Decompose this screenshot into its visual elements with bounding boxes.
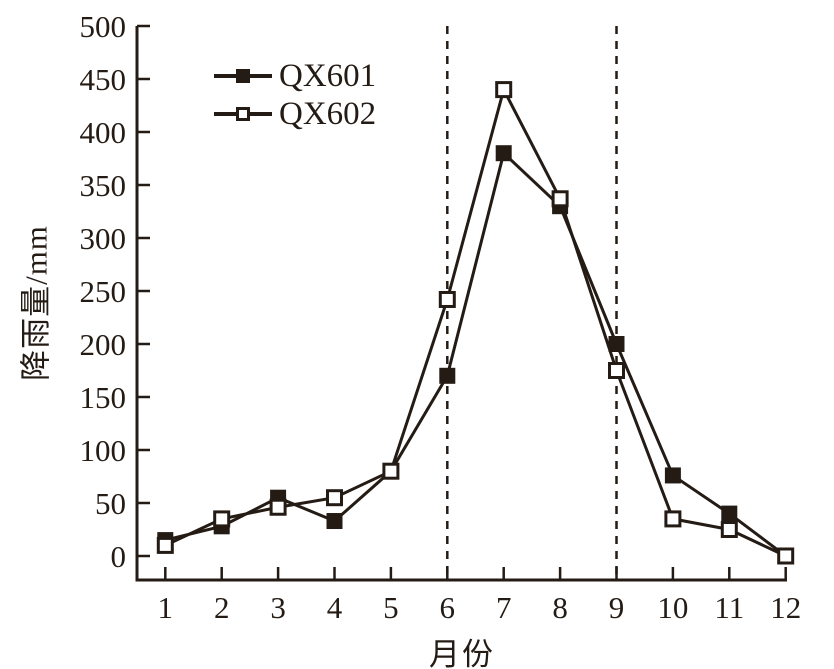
legend-item-qx602: QX602 [214,96,376,132]
open-square-data-point [438,290,456,308]
y-axis-ticks: 0 50 100 150 200 250 300 350 400 450 500 [80,9,150,574]
x-tick-label: 12 [770,590,801,625]
y-tick-label: 300 [80,221,127,256]
legend: QX601 QX602 [214,58,376,132]
x-tick-label: 8 [552,590,568,625]
series-line-qx601 [164,150,787,558]
open-square-data-point [777,547,795,565]
x-tick-label: 11 [714,590,744,625]
y-tick-label: 50 [95,486,126,521]
open-square-data-point [382,462,400,480]
open-square-data-point [608,362,625,379]
y-tick-label: 100 [80,433,127,468]
filled-square-data-point [495,145,512,162]
open-square-data-point [495,81,513,99]
x-tick-label: 1 [158,590,174,625]
y-tick-label: 200 [80,327,127,362]
filled-square-data-point [664,467,681,484]
open-square-marker-icon [236,107,250,121]
open-square-data-point [551,190,569,208]
x-tick-label: 3 [270,590,286,625]
open-square-data-point [664,510,682,528]
open-square-data-point [156,536,174,554]
y-axis-title: 降雨量/mm [18,225,54,381]
y-tick-label: 500 [80,9,127,44]
legend-line-sample [214,107,272,121]
open-square-data-point [269,498,287,516]
x-axis-ticks: 1 2 3 4 5 6 7 8 9 10 11 12 [158,567,801,625]
y-tick-label: 0 [111,539,127,574]
legend-item-qx601: QX601 [214,58,376,94]
series-qx602 [156,81,795,565]
legend-line-sample [214,69,272,83]
series-qx601 [157,145,794,564]
legend-label-qx601: QX601 [279,57,377,94]
x-tick-label: 7 [496,590,512,625]
filled-square-data-point [608,336,625,352]
x-tick-label: 4 [327,590,343,625]
open-square-data-point [326,489,343,507]
filled-square-data-point [326,513,343,530]
y-tick-label: 400 [80,115,127,150]
x-tick-label: 9 [609,590,625,625]
x-tick-label: 5 [383,590,399,625]
y-tick-label: 250 [80,274,127,309]
y-tick-label: 450 [80,62,127,97]
y-tick-label: 350 [80,168,127,203]
x-tick-label: 2 [214,590,230,625]
filled-square-data-point [439,367,456,384]
series-line-qx602 [164,85,787,558]
filled-square-marker-icon [236,69,250,83]
x-axis-title: 月份 [429,637,495,669]
open-square-data-point [720,521,738,538]
open-square-data-point [213,510,231,528]
legend-label-qx602: QX602 [279,95,377,132]
x-tick-label: 6 [440,590,456,625]
filled-square-data-point [721,505,738,522]
y-tick-label: 150 [80,380,127,415]
x-tick-label: 10 [657,590,688,625]
axes-spines [135,26,787,582]
dashed-vlines [446,26,618,580]
